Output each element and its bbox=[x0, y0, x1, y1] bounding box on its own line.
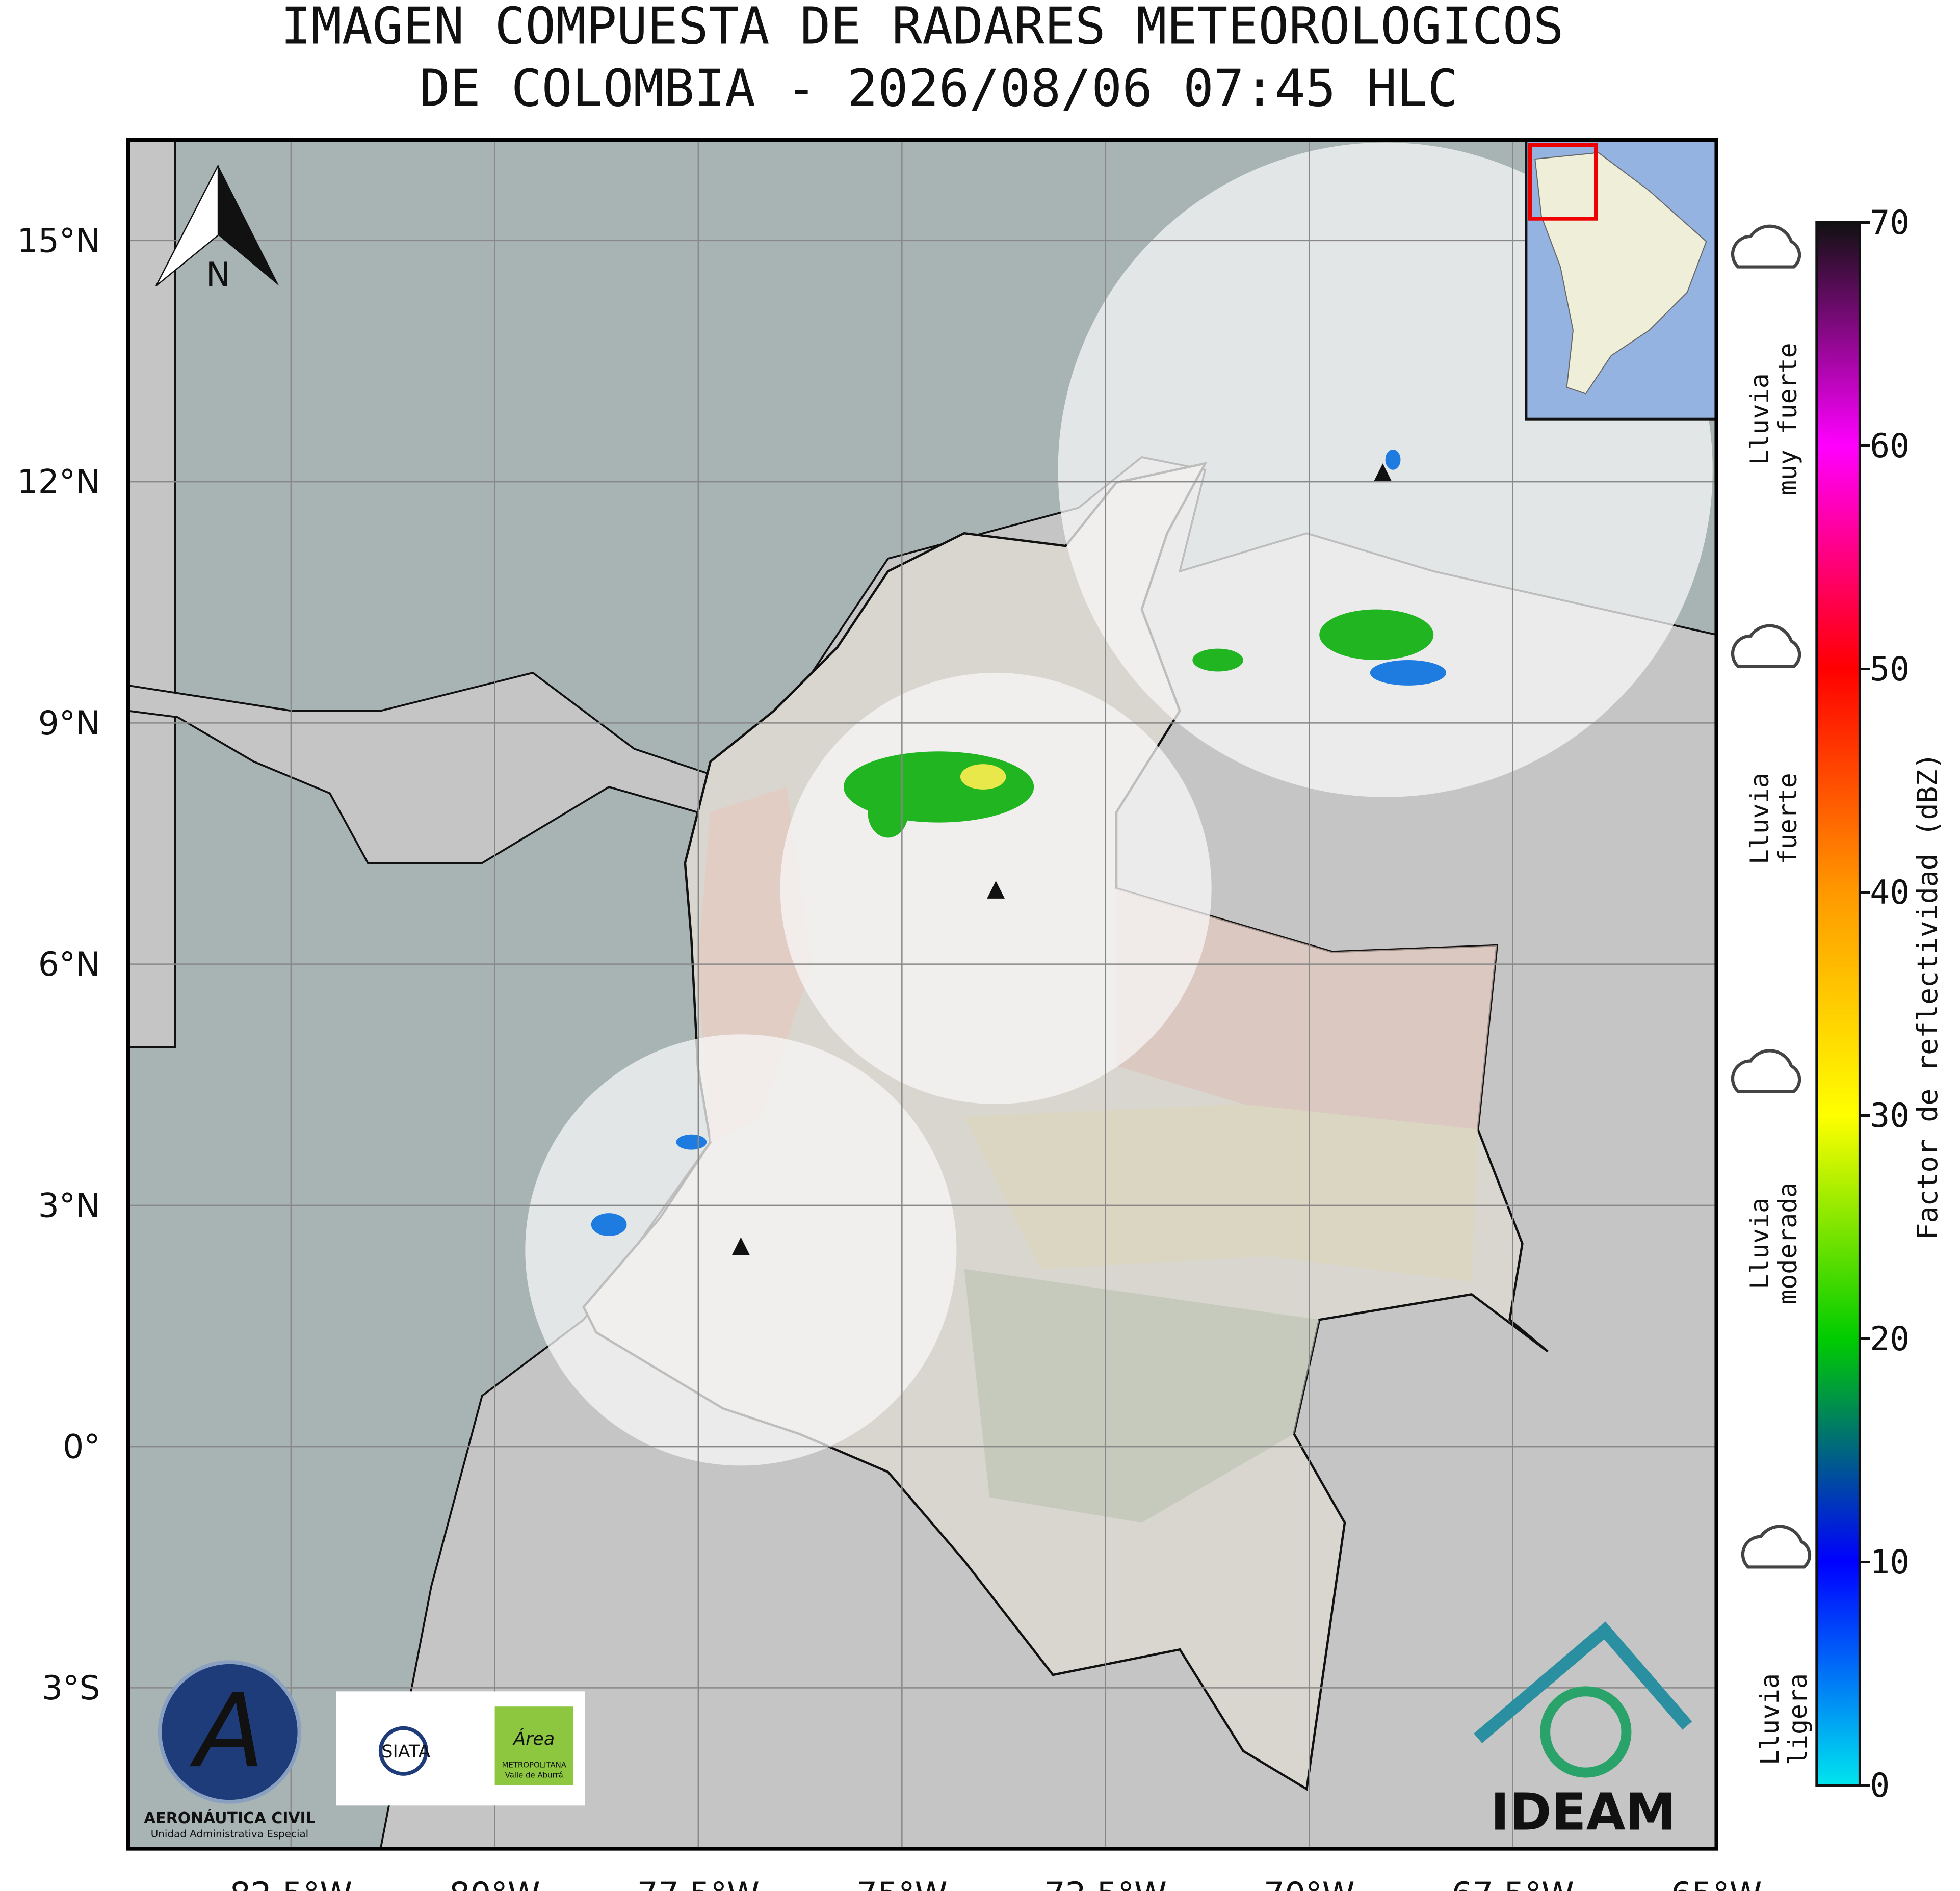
logo-aerocivil: A AERONÁUTICA CIVIL Unidad Administrativ… bbox=[144, 1660, 316, 1840]
y-tick-label: 15°N bbox=[17, 222, 100, 260]
logo-text: AERONÁUTICA CIVIL bbox=[144, 1809, 315, 1827]
x-tick-label: 65°W bbox=[1671, 1876, 1762, 1891]
radar-site bbox=[1374, 463, 1392, 482]
colorbar-tick-label: 40 bbox=[1870, 874, 1910, 912]
cloud-icon bbox=[1731, 624, 1801, 668]
axes: 82.5°W 80°W 77.5°W 75°W 72.5°W 70°W 67.5°W 65°W… bbox=[17, 222, 1762, 1891]
graticule bbox=[128, 140, 1717, 1849]
x-tick-label: 80°W bbox=[449, 1876, 540, 1891]
region bbox=[964, 1269, 1320, 1523]
central-america bbox=[128, 671, 712, 864]
map-frame bbox=[126, 138, 1718, 1851]
x-tick-label: 70°W bbox=[1264, 1876, 1355, 1891]
legend-label: Lluvia bbox=[1745, 373, 1774, 465]
title-line: IMAGEN COMPUESTA DE RADARES METEOROLOGIC… bbox=[281, 0, 1564, 56]
legend-label: fuerte bbox=[1773, 773, 1802, 864]
colorbar-axis: 0 10 20 30 40 50 60 70 bbox=[1860, 204, 1910, 1805]
colorbar-tick-label: 50 bbox=[1870, 650, 1910, 689]
cloud-icon bbox=[1741, 1525, 1812, 1569]
cloud-icon bbox=[1731, 1049, 1801, 1093]
y-tick-label: 3°S bbox=[42, 1669, 100, 1708]
legend-label: Lluvia bbox=[1745, 773, 1774, 864]
y-tick-label: 9°N bbox=[38, 704, 100, 743]
colorbar-tick-label: 70 bbox=[1870, 204, 1910, 242]
land bbox=[128, 140, 176, 1048]
logo-ideam: IDEAM bbox=[1474, 1621, 1692, 1842]
y-tick-label: 6°N bbox=[38, 946, 100, 984]
logo-text: Valle de Aburrá bbox=[505, 1771, 563, 1780]
radar-site bbox=[987, 881, 1005, 899]
inset-map bbox=[1525, 140, 1717, 421]
radar-site bbox=[731, 1237, 750, 1255]
logo-siata: SIATA Área METROPOLITANA Valle de Aburrá bbox=[336, 1691, 585, 1806]
logo-text: SIATA bbox=[381, 1742, 430, 1762]
y-tick-label: 3°N bbox=[38, 1187, 100, 1225]
colorbar-tick-label: 30 bbox=[1870, 1097, 1910, 1135]
logo-text: IDEAM bbox=[1491, 1783, 1676, 1842]
colorbar bbox=[1815, 221, 1861, 1787]
x-tick-label: 77.5°W bbox=[637, 1876, 760, 1891]
title-line: DE COLOMBIA - 2026/08/06 07:45 HLC bbox=[420, 59, 1458, 118]
legend-label: Lluvia bbox=[1745, 1198, 1774, 1290]
x-tick-label: 75°W bbox=[856, 1876, 948, 1891]
cloud-icon bbox=[1731, 224, 1801, 269]
logo-text: Unidad Administrativa Especial bbox=[151, 1828, 308, 1840]
logo-mark: A bbox=[189, 1672, 264, 1790]
map-body: N A AERONÁUTICA CIVIL Unidad Administrat… bbox=[128, 140, 1717, 1849]
precipitation bbox=[591, 449, 1447, 1236]
legend-label: Lluvia bbox=[1755, 1673, 1785, 1765]
colorbar-tick-label: 20 bbox=[1870, 1320, 1910, 1358]
y-tick-label: 12°N bbox=[17, 463, 100, 502]
y-tick-label: 0° bbox=[63, 1428, 100, 1466]
colorbar-tick-label: 10 bbox=[1870, 1543, 1910, 1582]
x-tick-label: 72.5°W bbox=[1044, 1876, 1167, 1891]
legend-label: ligera bbox=[1783, 1673, 1813, 1765]
legend-label: muy fuerte bbox=[1773, 343, 1802, 495]
logo-text: METROPOLITANA bbox=[502, 1761, 566, 1770]
logo-text: Área bbox=[512, 1728, 555, 1749]
region bbox=[964, 1104, 1478, 1282]
legend-label: moderada bbox=[1773, 1183, 1802, 1305]
x-tick-label: 67.5°W bbox=[1452, 1876, 1574, 1891]
north-label: N bbox=[206, 256, 230, 294]
region bbox=[1116, 888, 1497, 1130]
colorbar-label: Factor de reflectividad (dBZ) bbox=[1911, 753, 1944, 1240]
colorbar-tick-label: 60 bbox=[1870, 427, 1910, 465]
x-tick-label: 82.5°W bbox=[230, 1876, 352, 1891]
colorbar-tick-label: 0 bbox=[1870, 1767, 1890, 1805]
